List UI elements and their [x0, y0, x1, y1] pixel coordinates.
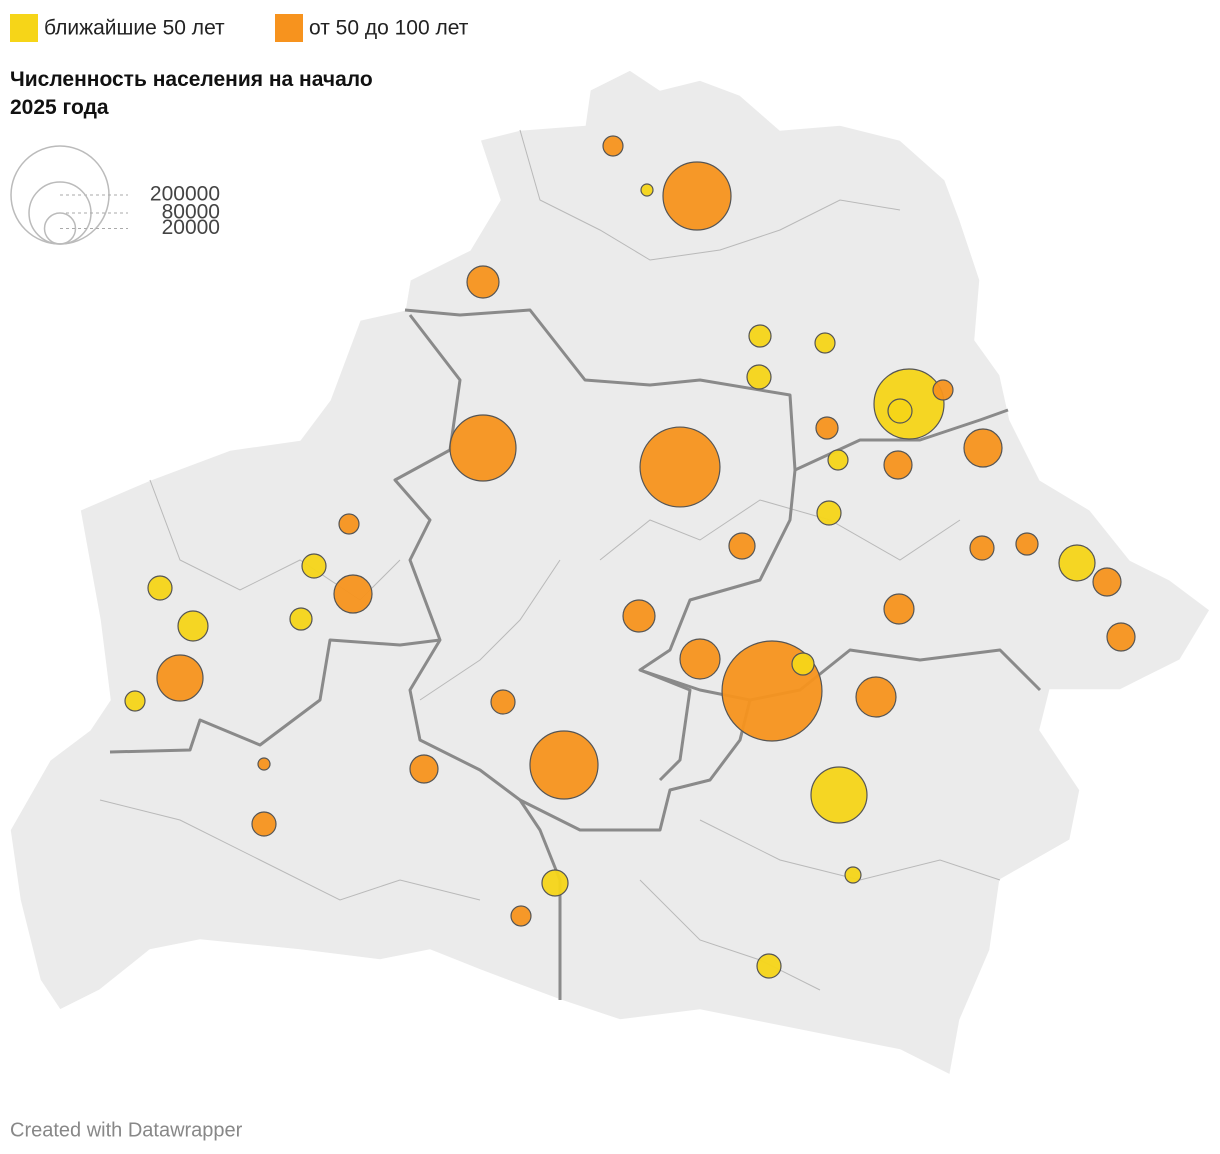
city-bubble [815, 416, 839, 440]
city-bubble [963, 428, 1003, 468]
city-bubble [541, 869, 569, 897]
city-bubble [814, 332, 836, 354]
bubbles [124, 135, 1136, 979]
city-bubble [810, 766, 868, 824]
city-bubble [529, 730, 599, 800]
city-bubble [827, 449, 849, 471]
city-bubble [816, 500, 842, 526]
city-bubble [883, 593, 915, 625]
country-outline [9, 69, 1211, 1077]
city-bubble [289, 607, 313, 631]
city-bubble [301, 553, 327, 579]
city-bubble [932, 379, 954, 401]
size-label: 200000 [150, 183, 220, 206]
city-bubble [124, 690, 146, 712]
city-bubble [251, 811, 277, 837]
legend-label: от 50 до 100 лет [309, 17, 469, 40]
city-bubble [622, 599, 656, 633]
city-bubble [1058, 544, 1096, 582]
city-bubble [728, 532, 756, 560]
city-bubble [510, 905, 532, 927]
legend-swatch [10, 14, 38, 42]
city-bubble [639, 426, 721, 508]
city-bubble [756, 953, 782, 979]
city-bubble [883, 450, 913, 480]
size-legend-title: Численность населения на начало 2025 года [10, 68, 373, 119]
city-bubble [748, 324, 772, 348]
city-bubble [1092, 567, 1122, 597]
city-bubble [887, 398, 913, 424]
city-bubble [338, 513, 360, 535]
city-bubble [1106, 622, 1136, 652]
city-bubble [257, 757, 271, 771]
city-bubble [791, 652, 815, 676]
city-bubble [844, 866, 862, 884]
city-bubble [640, 183, 654, 197]
city-bubble [855, 676, 897, 718]
city-bubble [746, 364, 772, 390]
footer: Created with Datawrapper [10, 1119, 243, 1141]
city-bubble [1015, 532, 1039, 556]
city-bubble [156, 654, 204, 702]
city-bubble [177, 610, 209, 642]
city-bubble [969, 535, 995, 561]
city-bubble [662, 161, 732, 231]
city-bubble [466, 265, 500, 299]
city-bubble [147, 575, 173, 601]
size-label: 80000 [162, 201, 220, 224]
city-bubble [679, 638, 721, 680]
city-bubble [333, 574, 373, 614]
size-label: 20000 [162, 216, 220, 239]
legend-label: ближайшие 50 лет [44, 17, 225, 40]
city-bubble [490, 689, 516, 715]
color-legend: ближайшие 50 лет от 50 до 100 лет [10, 14, 469, 42]
city-bubble [602, 135, 624, 157]
legend-swatch [275, 14, 303, 42]
region-borders [109, 308, 1042, 1000]
city-bubble [449, 414, 517, 482]
size-circle [43, 212, 77, 245]
city-bubble [409, 754, 439, 784]
